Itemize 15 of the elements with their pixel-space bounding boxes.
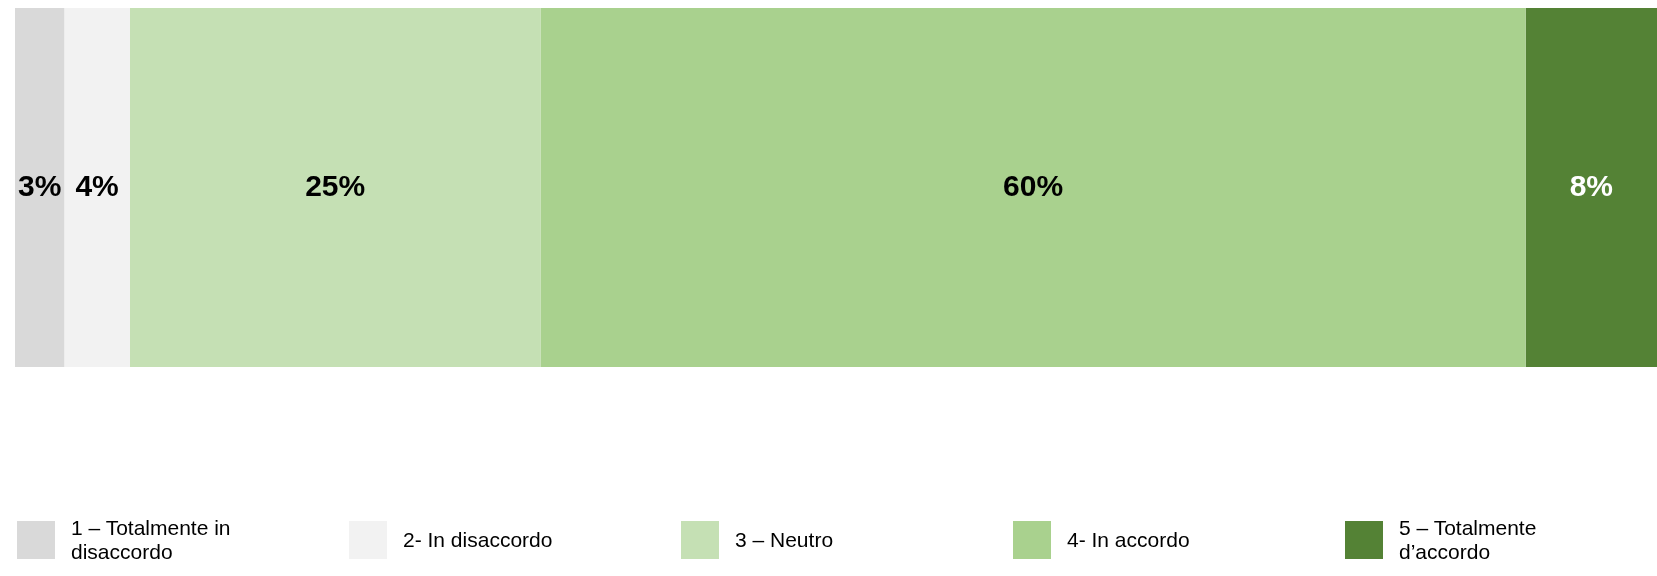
legend-label: 2- In disaccordo (403, 528, 554, 552)
data-label: 60% (1003, 168, 1064, 202)
data-label: 8% (1569, 168, 1613, 202)
legend-label: 1 – Totalmente in disaccordo (71, 516, 232, 564)
bar (15, 8, 65, 367)
bar (1525, 8, 1657, 367)
data-label: 4% (75, 168, 119, 202)
bar (540, 8, 1526, 367)
bar (64, 8, 130, 367)
legend-label: 4- In accordo (1067, 528, 1191, 552)
bar (129, 8, 541, 367)
legend-label: 3 – Neutro (735, 528, 835, 552)
data-label: 3% (17, 168, 62, 202)
data-label: 25% (305, 168, 366, 202)
legend-label: 5 – Totalmente d’accordo (1399, 516, 1538, 564)
